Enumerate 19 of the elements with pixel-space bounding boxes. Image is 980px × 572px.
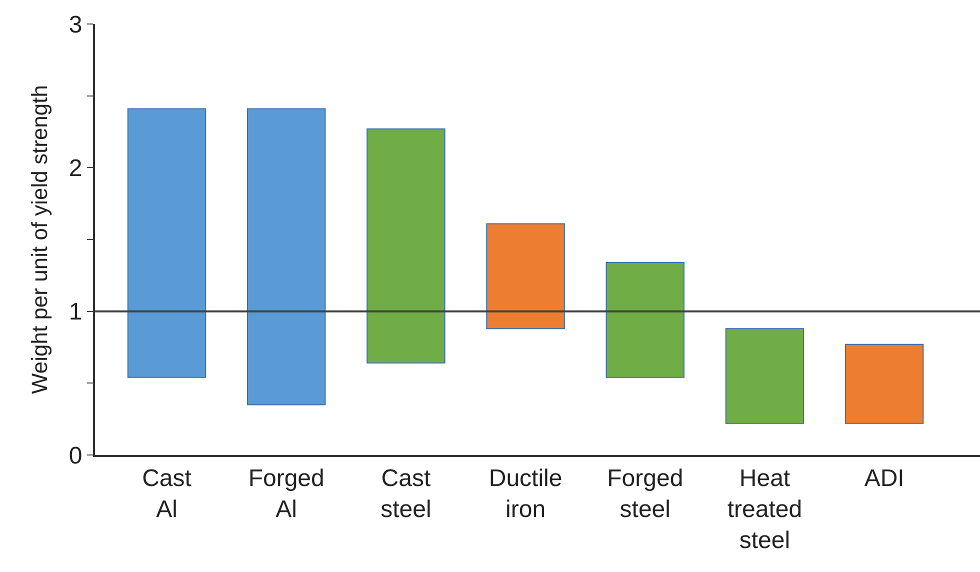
y-tick-label: 3 bbox=[68, 11, 82, 38]
bar bbox=[725, 328, 804, 424]
x-tick-label: Ductile iron bbox=[488, 464, 562, 523]
bar bbox=[127, 108, 206, 378]
bar bbox=[246, 108, 326, 406]
x-tick-label: ADI bbox=[864, 464, 904, 492]
y-tick-label: 0 bbox=[68, 442, 82, 470]
y-axis-title: Weight per unit of yield strength bbox=[27, 85, 52, 394]
x-tick-label: Heat treated steel bbox=[727, 464, 802, 554]
bar bbox=[844, 344, 924, 424]
bar bbox=[486, 223, 565, 330]
x-tick-label: Cast steel bbox=[380, 464, 432, 523]
y-tick-label: 2 bbox=[68, 155, 82, 182]
bar bbox=[606, 262, 684, 378]
x-tick-label: Cast Al bbox=[142, 464, 192, 523]
x-tick-label: Forged Al bbox=[248, 464, 324, 523]
bar bbox=[366, 128, 446, 364]
y-tick-label: 1 bbox=[68, 298, 82, 326]
x-tick-label: Forged steel bbox=[607, 464, 684, 523]
